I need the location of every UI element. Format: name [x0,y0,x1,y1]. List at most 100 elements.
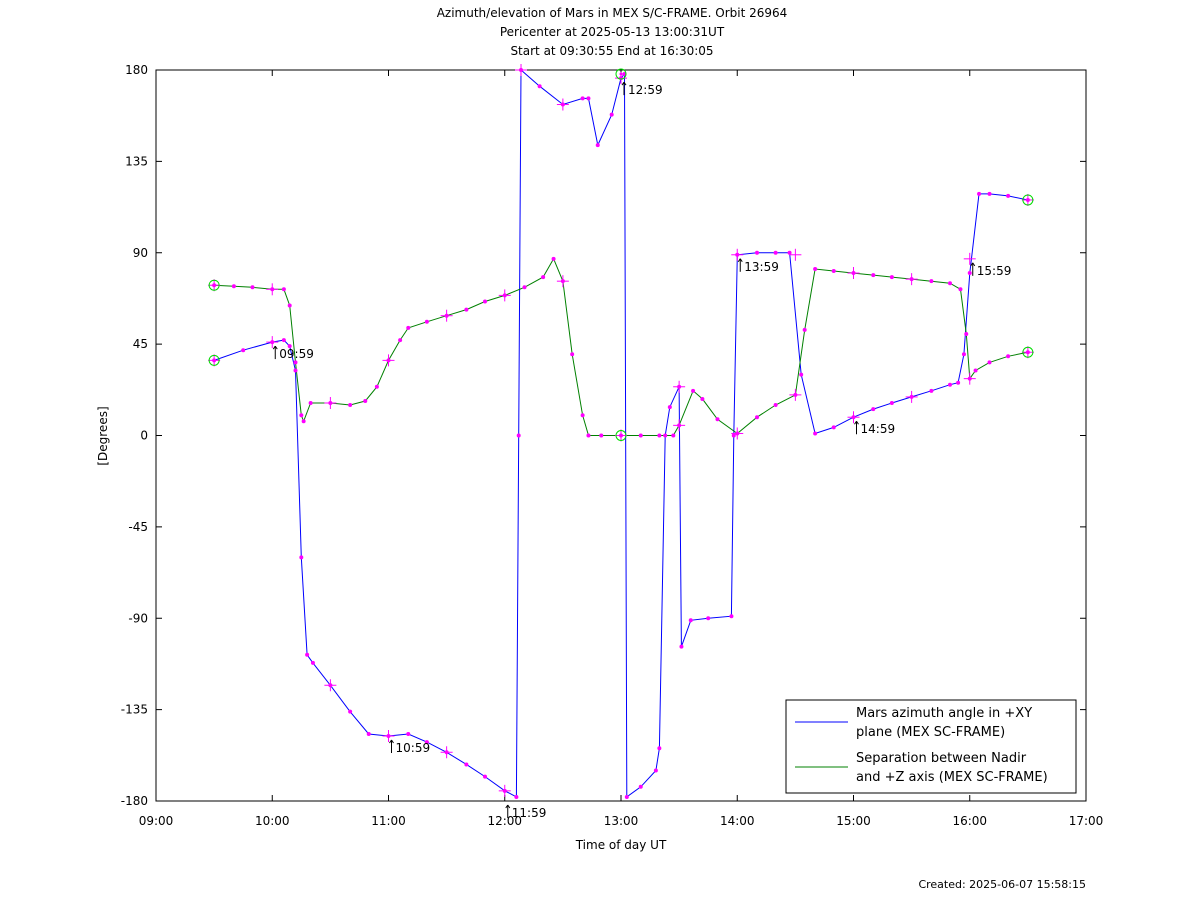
x-axis-label: Time of day UT [575,838,667,852]
data-point [967,271,972,276]
data-point [424,740,429,745]
data-point [299,555,304,560]
data-point [947,281,952,286]
data-point [310,660,315,665]
circle-marker [615,68,627,80]
data-point [773,403,778,408]
time-annotation-label: 12:59 [628,83,663,97]
data-point [715,417,720,422]
data-point [987,360,992,365]
title-line-2: Pericenter at 2025-05-13 13:00:31UT [500,25,725,39]
series-markers [208,64,1034,799]
data-point [482,774,487,779]
time-annotation-label: 10:59 [396,741,431,755]
circle-marker [1022,346,1034,358]
hour-marker [324,679,337,692]
y-tick-label: 45 [133,337,148,351]
hour-marker [789,248,802,261]
y-tick-label: -90 [128,611,148,625]
time-annotation: 10:59 [389,739,431,755]
hour-marker [847,267,860,280]
data-point [541,275,546,280]
data-point [657,746,662,751]
data-point [580,413,585,418]
y-tick-label: 90 [133,246,148,260]
data-point [755,415,760,420]
hour-marker [498,289,511,302]
data-point [961,352,966,357]
hour-marker [789,388,802,401]
data-point [363,398,368,403]
data-point [929,388,934,393]
data-point [889,275,894,280]
legend-label-2: Separation between Nadir [856,751,1027,766]
data-point [688,618,693,623]
data-point [889,401,894,406]
data-point [348,709,353,714]
time-annotation: 12:59 [621,81,663,97]
data-point [871,407,876,412]
x-tick-label: 14:00 [720,814,755,828]
data-point [964,331,969,336]
data-point [799,372,804,377]
data-point [624,794,629,799]
data-point [308,401,313,406]
data-point [609,112,614,117]
time-annotation-label: 13:59 [744,260,779,274]
data-point [871,273,876,278]
x-tick-label: 16:00 [952,814,987,828]
hour-marker [731,427,744,440]
data-point [787,250,792,255]
data-point [638,433,643,438]
data-point [731,433,736,438]
circle-marker [208,279,220,291]
data-point [956,380,961,385]
data-point [813,431,818,436]
y-tick-label: -45 [128,520,148,534]
data-point [570,352,575,357]
hour-marker [673,380,686,393]
y-tick-label: 180 [125,63,148,77]
hour-marker [556,275,569,288]
series-line-1 [213,68,1029,798]
circle-marker [1022,194,1034,206]
time-annotation-label: 11:59 [512,806,547,820]
data-point [293,368,298,373]
data-point [241,348,246,353]
data-point [653,768,658,773]
data-point [301,419,306,424]
data-point [973,368,978,373]
hour-marker [266,283,279,296]
data-point [638,784,643,789]
time-annotation: 09:59 [272,345,314,361]
chart-title: Azimuth/elevation of Mars in MEX S/C-FRA… [437,6,788,58]
data-point [706,616,711,621]
y-tick-label: -180 [121,794,148,808]
series-line-2 [214,257,1029,436]
data-point [586,96,591,101]
data-point [987,191,992,196]
data-point [813,266,818,271]
hour-marker [382,730,395,743]
data-point [831,425,836,430]
circle-markers [208,68,1034,441]
hour-marker [963,252,976,265]
data-point [1006,193,1011,198]
data-point [281,287,286,292]
data-point [679,644,684,649]
data-point [231,284,236,289]
hour-marker [556,98,569,111]
data-point [522,285,527,290]
data-point [773,250,778,255]
time-annotation: 14:59 [854,420,895,436]
time-annotation: 15:59 [970,262,1012,278]
data-point [657,433,662,438]
data-point [663,433,668,438]
data-point [977,191,982,196]
legend-label-1: Mars azimuth angle in +XY [856,706,1032,721]
legend-box [785,699,1077,794]
time-annotation-label: 15:59 [977,264,1012,278]
data-point [700,396,705,401]
data-point [305,652,310,657]
